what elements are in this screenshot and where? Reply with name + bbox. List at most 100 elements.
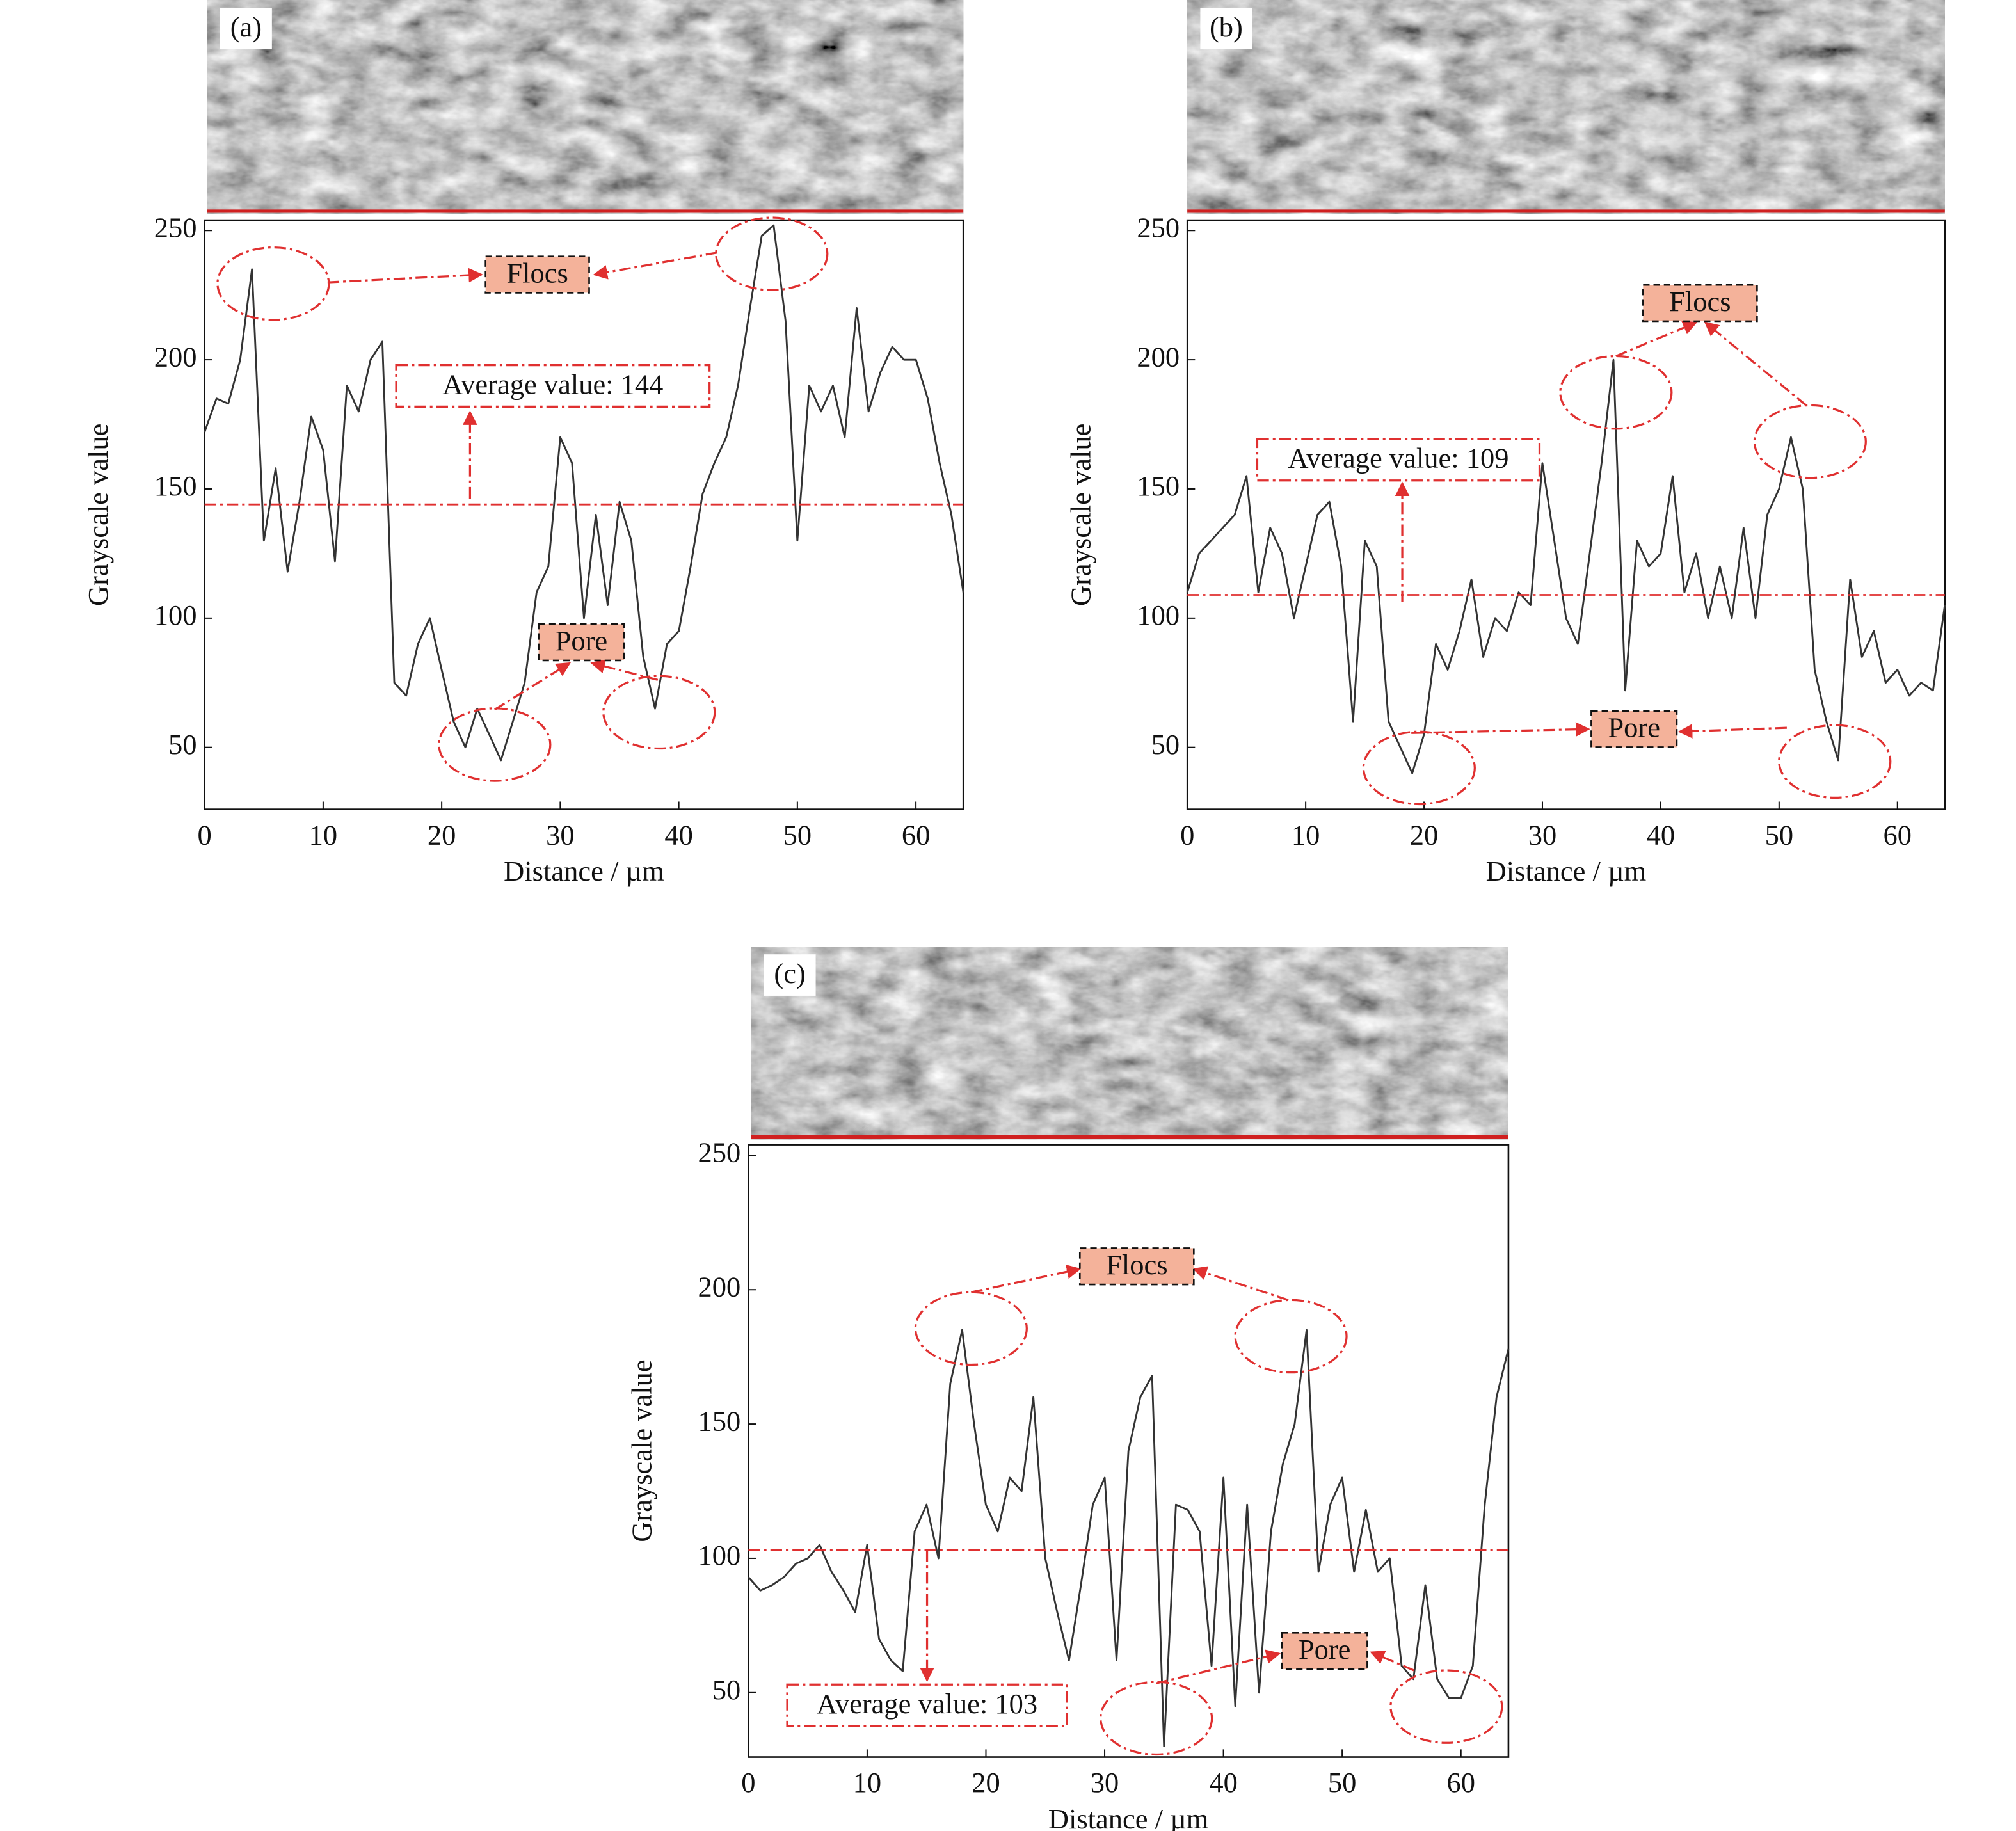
x-tick-label: 50 — [783, 819, 812, 851]
x-tick-label: 30 — [546, 819, 575, 851]
x-tick-label: 60 — [902, 819, 931, 851]
plot-frame — [1186, 219, 1946, 810]
x-tick-label: 40 — [1647, 819, 1676, 851]
annotation-arrow — [1370, 1651, 1414, 1672]
annotation-box — [538, 623, 625, 662]
y-tick-label: 100 — [698, 1539, 740, 1571]
profile-line — [1186, 358, 1946, 774]
annotation-ellipse — [1753, 404, 1867, 479]
annotation-arrow — [1156, 1649, 1281, 1684]
annotation-ellipse — [1389, 1669, 1503, 1744]
y-tick-label: 50 — [1151, 728, 1180, 760]
annotation-arrow — [1677, 724, 1787, 739]
average-box — [786, 1683, 1068, 1727]
y-tick-label: 250 — [698, 1137, 740, 1169]
annotation-ellipse — [1100, 1681, 1213, 1756]
x-tick-label: 40 — [664, 819, 693, 851]
x-tick-label: 10 — [1292, 819, 1320, 851]
y-tick-label: 200 — [1137, 340, 1180, 372]
annotation-box — [484, 255, 590, 294]
label-box — [764, 954, 816, 996]
y-tick-label: 100 — [154, 599, 197, 631]
annotation-arrow — [1192, 1266, 1289, 1301]
y-tick-label: 150 — [698, 1405, 740, 1437]
annotation-arrow — [1704, 321, 1807, 406]
x-axis-label: Distance / µm — [1486, 855, 1647, 887]
panel-label: (a) — [230, 11, 262, 43]
y-tick-label: 200 — [154, 340, 197, 372]
y-tick-label: 200 — [698, 1270, 740, 1302]
annotation-label: Flocs — [1669, 285, 1731, 317]
x-tick-label: 20 — [428, 819, 456, 851]
y-tick-label: 50 — [712, 1674, 741, 1706]
profile-line — [748, 1329, 1510, 1748]
annotation-ellipse — [1362, 730, 1476, 806]
x-tick-label: 50 — [1328, 1766, 1357, 1798]
annotation-ellipse — [216, 246, 330, 321]
x-tick-label: 60 — [1446, 1766, 1475, 1798]
x-tick-label: 0 — [741, 1766, 755, 1798]
label-box — [220, 8, 272, 50]
y-tick-label: 50 — [168, 728, 197, 760]
panel-label: (b) — [1210, 11, 1243, 43]
label-box — [1200, 8, 1252, 50]
y-axis-label: Grayscale value — [626, 1359, 658, 1542]
annotation-arrow — [593, 252, 718, 280]
annotation-label: Pore — [556, 625, 608, 657]
annotation-arrow — [971, 1265, 1082, 1293]
annotation-ellipse — [602, 675, 716, 750]
annotation-ellipse — [438, 707, 552, 782]
annotation-arrow — [1615, 321, 1698, 358]
sem-image — [207, 0, 964, 214]
x-axis-label: Distance / µm — [504, 855, 664, 887]
annotation-box — [1590, 710, 1678, 748]
x-tick-label: 30 — [1091, 1766, 1119, 1798]
average-label: Average value: 103 — [817, 1688, 1037, 1720]
x-tick-label: 20 — [1410, 819, 1439, 851]
annotation-label: Pore — [1299, 1633, 1351, 1665]
y-tick-label: 150 — [154, 470, 197, 502]
x-tick-label: 10 — [309, 819, 338, 851]
y-tick-label: 150 — [1137, 470, 1180, 502]
average-box — [1256, 438, 1541, 482]
y-tick-label: 250 — [1137, 211, 1180, 243]
sem-image — [1187, 0, 1945, 214]
plot-frame — [748, 1144, 1510, 1758]
y-axis-label: Grayscale value — [1065, 424, 1097, 606]
x-axis-label: Distance / µm — [1048, 1803, 1209, 1831]
average-label: Average value: 109 — [1288, 442, 1508, 474]
x-tick-label: 30 — [1528, 819, 1557, 851]
panel: (a) 50 100 150 200 250 0 10 20 30 40 50 60 Distance /… — [82, 0, 964, 887]
panel: (c) 50 100 150 200 250 0 10 20 30 40 50 60 Distance /… — [626, 947, 1510, 1831]
annotation-ellipse — [914, 1291, 1028, 1366]
y-tick-label: 250 — [154, 211, 197, 243]
annotation-arrow — [590, 659, 659, 681]
annotation-arrow — [493, 662, 572, 711]
average-label: Average value: 144 — [442, 368, 663, 400]
x-tick-label: 0 — [198, 819, 212, 851]
sem-image — [751, 947, 1508, 1140]
annotation-label: Pore — [1608, 711, 1660, 743]
annotation-arrow — [1411, 722, 1590, 737]
annotation-ellipse — [1778, 724, 1892, 799]
x-tick-label: 40 — [1209, 1766, 1238, 1798]
panel-label: (c) — [774, 957, 805, 989]
y-axis-label: Grayscale value — [82, 424, 114, 606]
annotation-box — [1642, 284, 1758, 323]
panel: (b) 50 100 150 200 250 0 10 20 30 40 50 60 Distance /… — [1065, 0, 1946, 887]
annotation-arrow — [327, 268, 483, 284]
plot-frame — [204, 219, 964, 810]
x-tick-label: 20 — [972, 1766, 1000, 1798]
x-tick-label: 0 — [1180, 819, 1194, 851]
annotation-box — [1281, 1631, 1368, 1670]
x-tick-label: 60 — [1884, 819, 1912, 851]
profile-line — [204, 224, 964, 762]
annotation-ellipse — [1234, 1299, 1348, 1374]
annotation-ellipse — [715, 216, 829, 291]
annotation-box — [1078, 1247, 1195, 1286]
x-tick-label: 10 — [853, 1766, 882, 1798]
x-tick-label: 50 — [1765, 819, 1794, 851]
annotation-label: Flocs — [506, 257, 568, 289]
y-tick-label: 100 — [1137, 599, 1180, 631]
